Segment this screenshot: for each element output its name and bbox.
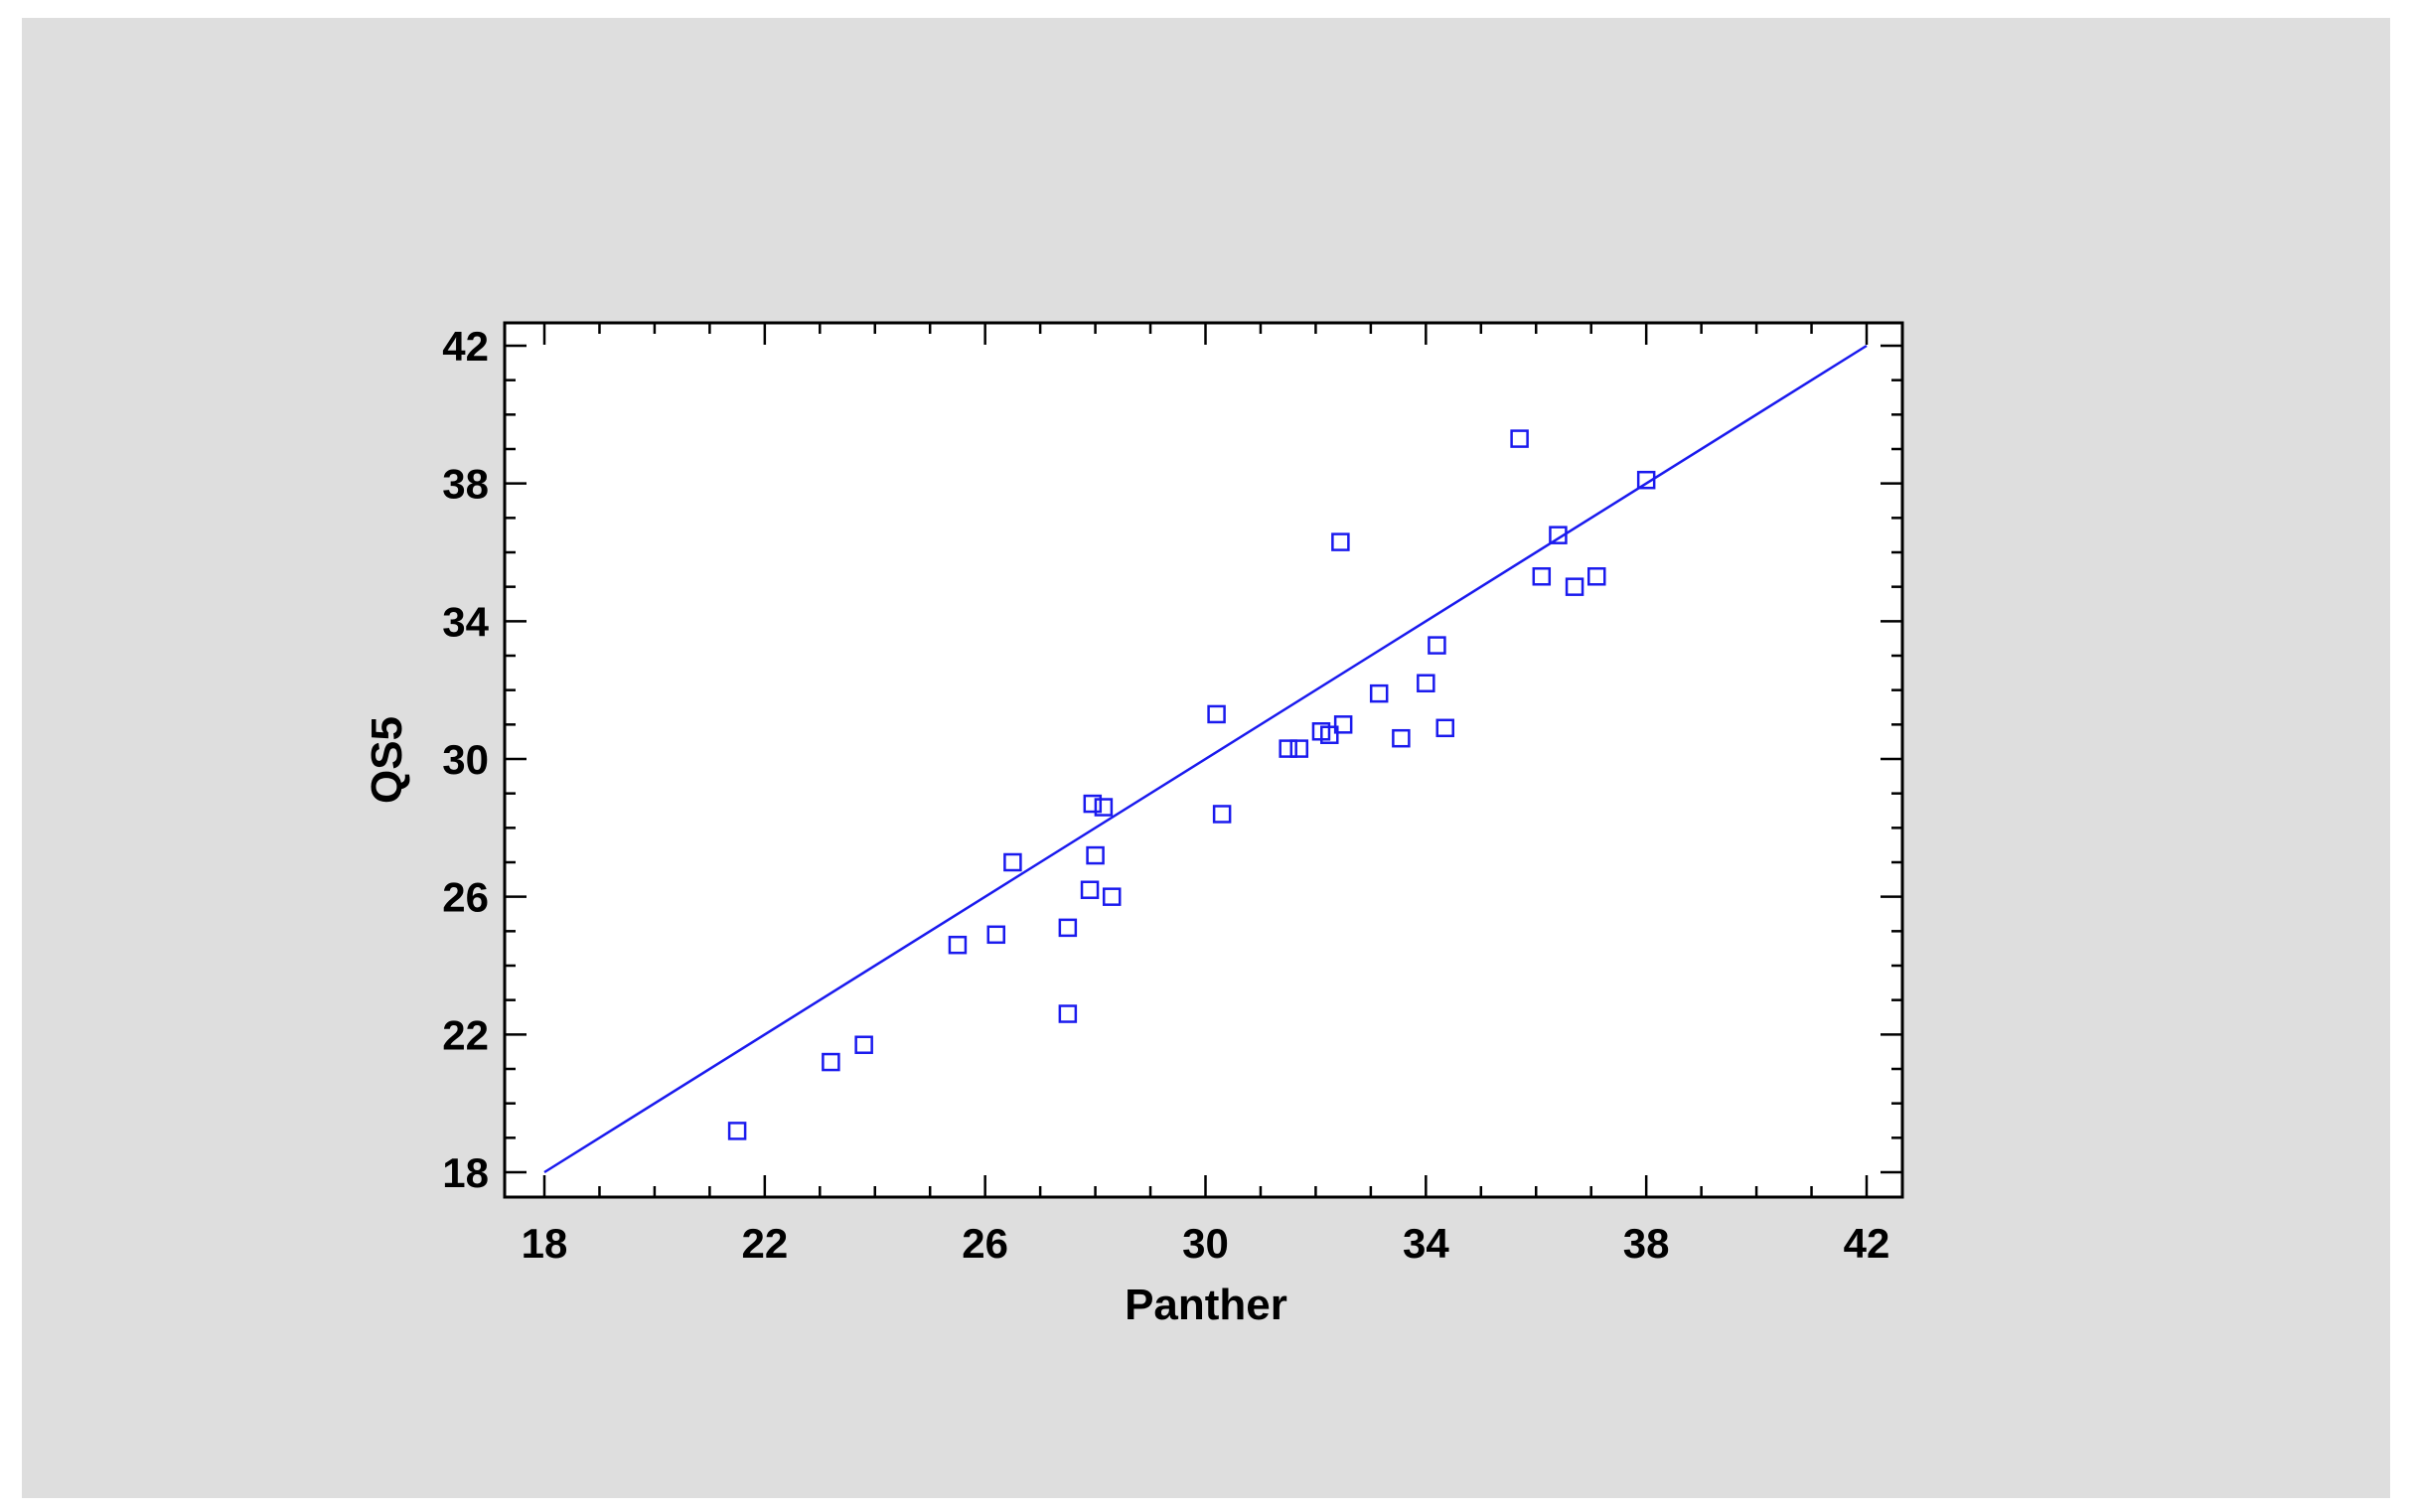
x-tick-label: 18 (522, 1220, 568, 1267)
y-tick-label: 42 (442, 323, 489, 370)
scatter-point (1080, 880, 1100, 899)
scatter-point (948, 935, 968, 955)
scatter-point (1086, 845, 1105, 865)
scatter-point (1058, 918, 1078, 938)
x-axis-title: Panther (1125, 1281, 1287, 1329)
x-tick-labels: 18 22 26 30 34 38 42 (522, 1220, 1890, 1267)
scatter-point (1510, 429, 1529, 448)
scatter-point (1392, 728, 1411, 748)
scatter-point (1102, 887, 1122, 906)
scatter-point (1003, 852, 1022, 872)
scatter-point (1320, 725, 1339, 744)
scatter-point (1279, 739, 1297, 758)
y-tick-label: 18 (442, 1149, 489, 1196)
scatter-point (1417, 674, 1435, 692)
x-tick-label: 42 (1844, 1220, 1890, 1267)
scatter-point (1083, 794, 1103, 814)
x-tick-label: 30 (1182, 1220, 1229, 1267)
y-tick-label: 34 (442, 598, 489, 645)
scatter-point (1369, 683, 1389, 703)
x-tick-label: 38 (1623, 1220, 1670, 1267)
scatter-point (1058, 1004, 1078, 1023)
scatter-point (1532, 567, 1552, 586)
x-tick-label: 26 (962, 1220, 1008, 1267)
data-points (727, 429, 1656, 1140)
scatter-point (1289, 739, 1309, 758)
y-tick-label: 22 (442, 1011, 489, 1058)
scatter-point (1428, 636, 1446, 655)
scatter-point (854, 1035, 873, 1054)
scatter-point (1587, 567, 1606, 586)
scatter-point (1435, 718, 1454, 738)
y-tick-label: 38 (442, 461, 489, 508)
scatter-point (986, 925, 1006, 945)
scatter-point (727, 1122, 747, 1140)
x-tick-label: 22 (741, 1220, 788, 1267)
scatter-point (1212, 805, 1232, 824)
x-tick-label: 34 (1403, 1220, 1449, 1267)
regression-line (543, 344, 1868, 1174)
y-tick-label: 26 (442, 874, 489, 921)
y-axis-title: QS5 (363, 716, 411, 804)
scatter-point (1094, 798, 1114, 817)
scatter-point (822, 1052, 840, 1072)
scatter-point (1636, 470, 1656, 490)
scatter-point (1333, 715, 1353, 734)
scatter-point (1565, 577, 1584, 596)
regression-line-group (543, 344, 1868, 1174)
scatter-point (1207, 704, 1226, 724)
y-tick-labels: 18 22 26 30 34 38 42 (442, 323, 489, 1196)
y-tick-label: 30 (442, 736, 489, 783)
scatter-point (1331, 532, 1350, 551)
axis-ticks (505, 323, 1902, 1197)
scatter-point (1549, 526, 1568, 544)
